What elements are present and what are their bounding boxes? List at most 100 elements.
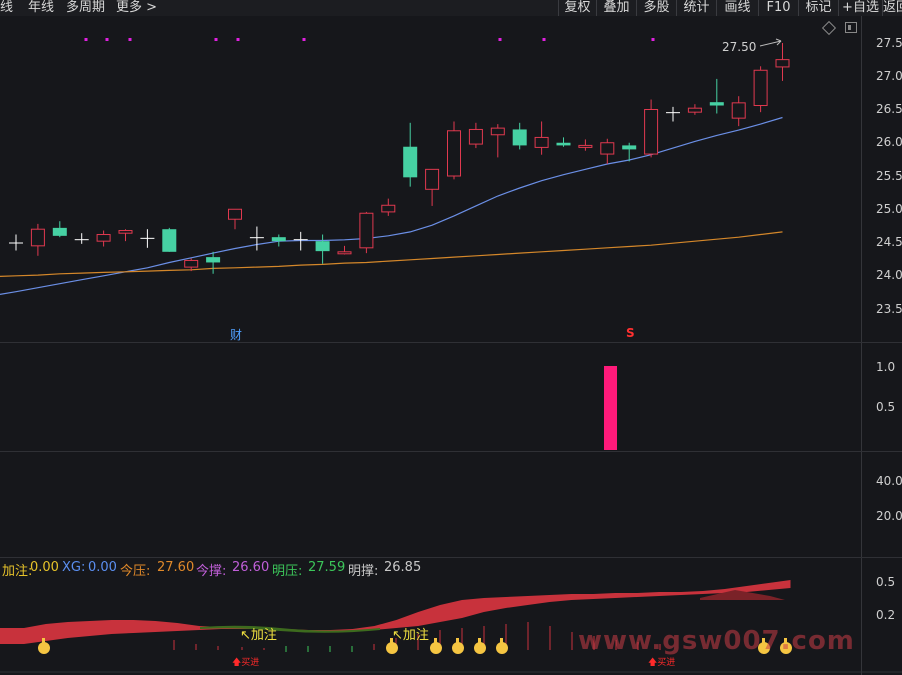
pointing-hand-icon bbox=[780, 642, 792, 654]
candle-body bbox=[184, 259, 199, 268]
price-tick: 24.0 bbox=[876, 268, 902, 282]
price-tick: 23.5 bbox=[876, 302, 902, 316]
candle-body bbox=[206, 257, 221, 263]
mingya-label: 明压: bbox=[272, 564, 303, 579]
button-mark[interactable]: 标记 bbox=[798, 0, 838, 16]
mingya-value: 27.59 bbox=[308, 560, 346, 575]
candle-body bbox=[52, 227, 67, 236]
volume-tick: 1.0 bbox=[876, 360, 896, 374]
candle-body bbox=[96, 234, 111, 242]
panel-divider-2 bbox=[0, 451, 902, 452]
candle-body bbox=[403, 146, 418, 178]
signal-dot bbox=[302, 38, 306, 41]
candle-body bbox=[271, 237, 286, 242]
button-multi-stock[interactable]: 多股 bbox=[636, 0, 676, 16]
candle-body bbox=[30, 228, 45, 247]
candle-body bbox=[293, 239, 308, 241]
pointing-hand-icon bbox=[386, 642, 398, 654]
high-price-label: 27.50 bbox=[722, 40, 757, 54]
candle-body bbox=[775, 59, 790, 68]
pointing-hand-icon bbox=[758, 642, 770, 654]
buy-signal: 🡅买进 bbox=[648, 658, 676, 668]
buy-signal-label: 买进 bbox=[241, 658, 260, 668]
price-axis-divider bbox=[861, 16, 862, 675]
panel-divider-3 bbox=[0, 557, 902, 558]
candle-body bbox=[556, 142, 571, 146]
candle-body bbox=[359, 212, 374, 249]
finance-marker[interactable]: 财 bbox=[230, 328, 243, 342]
high-price-arrowhead bbox=[775, 38, 782, 46]
signal-dot bbox=[542, 38, 546, 41]
sell-marker[interactable]: S bbox=[626, 326, 635, 340]
pointing-hand-icon bbox=[38, 642, 50, 654]
volume-bar bbox=[604, 366, 617, 450]
candle-body bbox=[228, 208, 242, 220]
jiazhu-label: 加注: bbox=[2, 564, 33, 579]
candle-body bbox=[337, 251, 352, 255]
candle-body bbox=[9, 242, 23, 244]
price-tick: 26.5 bbox=[876, 102, 902, 116]
pointing-hand-icon-finger bbox=[434, 638, 437, 646]
candle-body bbox=[162, 229, 177, 252]
button-statistics[interactable]: 统计 bbox=[676, 0, 716, 16]
pointing-hand-icon-finger bbox=[500, 638, 503, 646]
candle-body bbox=[425, 168, 440, 190]
price-tick: 27.0 bbox=[876, 69, 902, 83]
buy-signal-label: 买进 bbox=[657, 658, 676, 668]
candle-body bbox=[622, 145, 637, 150]
price-tick: 26.0 bbox=[876, 135, 902, 149]
candle-body bbox=[534, 136, 549, 148]
candle-body bbox=[644, 109, 659, 155]
menu-more[interactable]: 更多 > bbox=[116, 0, 158, 15]
signal-dot bbox=[128, 38, 132, 41]
candle-body bbox=[731, 102, 746, 119]
button-back[interactable]: 返回 bbox=[882, 0, 902, 16]
candle-body bbox=[578, 144, 593, 148]
signal-dot bbox=[236, 38, 240, 41]
button-f10[interactable]: F10 bbox=[758, 0, 798, 16]
candle-body bbox=[753, 69, 768, 107]
jiazhu-annotation: ↖加注 bbox=[240, 628, 277, 643]
candle-body bbox=[249, 237, 264, 239]
price-tick: 25.5 bbox=[876, 169, 902, 183]
pointing-hand-icon bbox=[452, 642, 464, 654]
button-overlay[interactable]: 叠加 bbox=[596, 0, 636, 16]
candle-body bbox=[687, 107, 702, 113]
pointing-hand-icon-finger bbox=[456, 638, 459, 646]
candle-body bbox=[666, 112, 680, 114]
panel-toggle-icon[interactable] bbox=[845, 22, 857, 33]
pointing-hand-icon-finger bbox=[762, 638, 765, 646]
signal-dot bbox=[105, 38, 109, 41]
candle-body bbox=[709, 102, 724, 106]
pointing-hand-icon-finger bbox=[784, 638, 787, 646]
button-restore-rights[interactable]: 复权 bbox=[558, 0, 596, 16]
price-tick: 25.0 bbox=[876, 202, 902, 216]
mingcheng-label: 明撑: bbox=[348, 564, 379, 579]
pointing-hand-icon-finger bbox=[42, 638, 45, 646]
jinya-label: 今压: bbox=[120, 564, 151, 579]
button-draw-line[interactable]: 画线 bbox=[716, 0, 758, 16]
signal-dot bbox=[651, 38, 655, 41]
menu-line[interactable]: 线 bbox=[0, 0, 14, 15]
button-add-favorite[interactable]: +自选 bbox=[838, 0, 882, 16]
xg-label: XG: bbox=[62, 560, 86, 575]
pointing-hand-icon bbox=[474, 642, 486, 654]
pointing-hand-icon bbox=[496, 642, 508, 654]
pointing-hand-icon-finger bbox=[478, 638, 481, 646]
menu-year-line[interactable]: 年线 bbox=[28, 0, 55, 15]
price-tick: 27.5 bbox=[876, 36, 902, 50]
candle-body bbox=[490, 127, 505, 136]
jinya-value: 27.60 bbox=[157, 560, 195, 575]
menu-multi-period[interactable]: 多周期 bbox=[66, 0, 106, 15]
indicator-shadow bbox=[700, 590, 785, 600]
buy-signal: 🡅买进 bbox=[232, 658, 260, 668]
jiazhu-value: 0.00 bbox=[30, 560, 59, 575]
indicator-band bbox=[0, 580, 791, 644]
candle-body bbox=[315, 241, 330, 252]
signal-dot bbox=[84, 38, 88, 41]
mingcheng-value: 26.85 bbox=[384, 560, 422, 575]
jincheng-value: 26.60 bbox=[232, 560, 270, 575]
indicator-band-green bbox=[200, 625, 380, 633]
candle-body bbox=[447, 130, 461, 177]
